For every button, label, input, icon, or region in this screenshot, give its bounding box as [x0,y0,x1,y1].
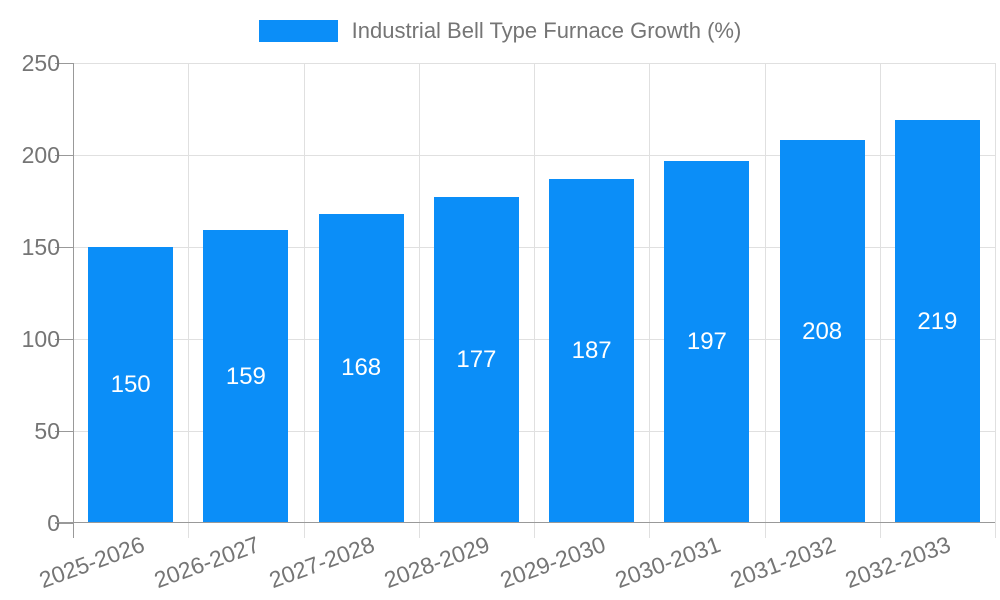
y-axis-label: 200 [21,142,60,168]
plot-area: 0 50 100 150 200 250 150 2025-2026 159 2026-2027 1… [22,50,996,593]
legend-label: Industrial Bell Type Furnace Growth (%) [351,18,742,43]
y-tick [55,63,73,64]
bar [433,197,519,523]
y-axis-label: 0 [47,510,60,536]
legend-item[interactable]: Industrial Bell Type Furnace Growth (%) [258,18,742,44]
x-tick [764,523,766,538]
bar [88,247,174,523]
x-axis-label: 2030-2031 [611,531,724,594]
bar-value-label: 208 [802,317,843,345]
x-axis-label: 2026-2027 [150,531,263,594]
y-axis-label: 50 [34,418,60,444]
bar-value-label: 159 [225,362,266,390]
x-gridline [995,63,996,523]
y-tick [55,155,73,156]
bar-value-label: 219 [917,307,958,335]
bar [894,120,980,523]
legend-swatch [258,20,338,42]
x-axis-line [55,522,995,523]
y-axis-label: 250 [21,50,60,76]
x-gridline [188,63,190,523]
y-axis-label: 100 [21,326,60,352]
bar [318,213,404,523]
bar [203,230,289,523]
legend: Industrial Bell Type Furnace Growth (%) [0,18,1000,44]
x-axis-label: 2031-2032 [726,531,840,594]
y-axis-line [73,63,74,538]
x-gridline [764,63,766,523]
x-tick [995,523,996,538]
x-tick [534,523,535,538]
bar [779,140,865,523]
x-tick [879,523,881,538]
bar-value-label: 150 [110,371,151,398]
y-tick [55,339,73,340]
x-axis-label: 2032-2033 [842,531,955,594]
x-gridline [534,63,535,523]
y-tick [55,247,73,248]
x-axis-label: 2028-2029 [381,531,494,594]
x-axis-label: 2027-2028 [265,531,379,594]
x-gridline [303,63,305,523]
x-gridline [649,63,651,523]
bar-value-label: 187 [571,336,612,364]
y-tick [55,523,73,524]
bar-value-label: 197 [686,327,727,355]
bar [664,160,750,523]
x-axis-label: 2025-2026 [35,531,148,594]
x-tick [418,523,420,538]
bar-value-label: 168 [341,354,382,382]
y-axis-label: 150 [21,234,60,260]
x-axis-label: 2029-2030 [496,531,609,594]
bar [549,178,635,523]
x-gridline [418,63,420,523]
x-gridline [879,63,881,523]
x-tick [649,523,651,538]
x-tick [303,523,305,538]
x-tick [188,523,190,538]
bar-value-label: 177 [456,346,497,374]
y-tick [55,431,73,432]
